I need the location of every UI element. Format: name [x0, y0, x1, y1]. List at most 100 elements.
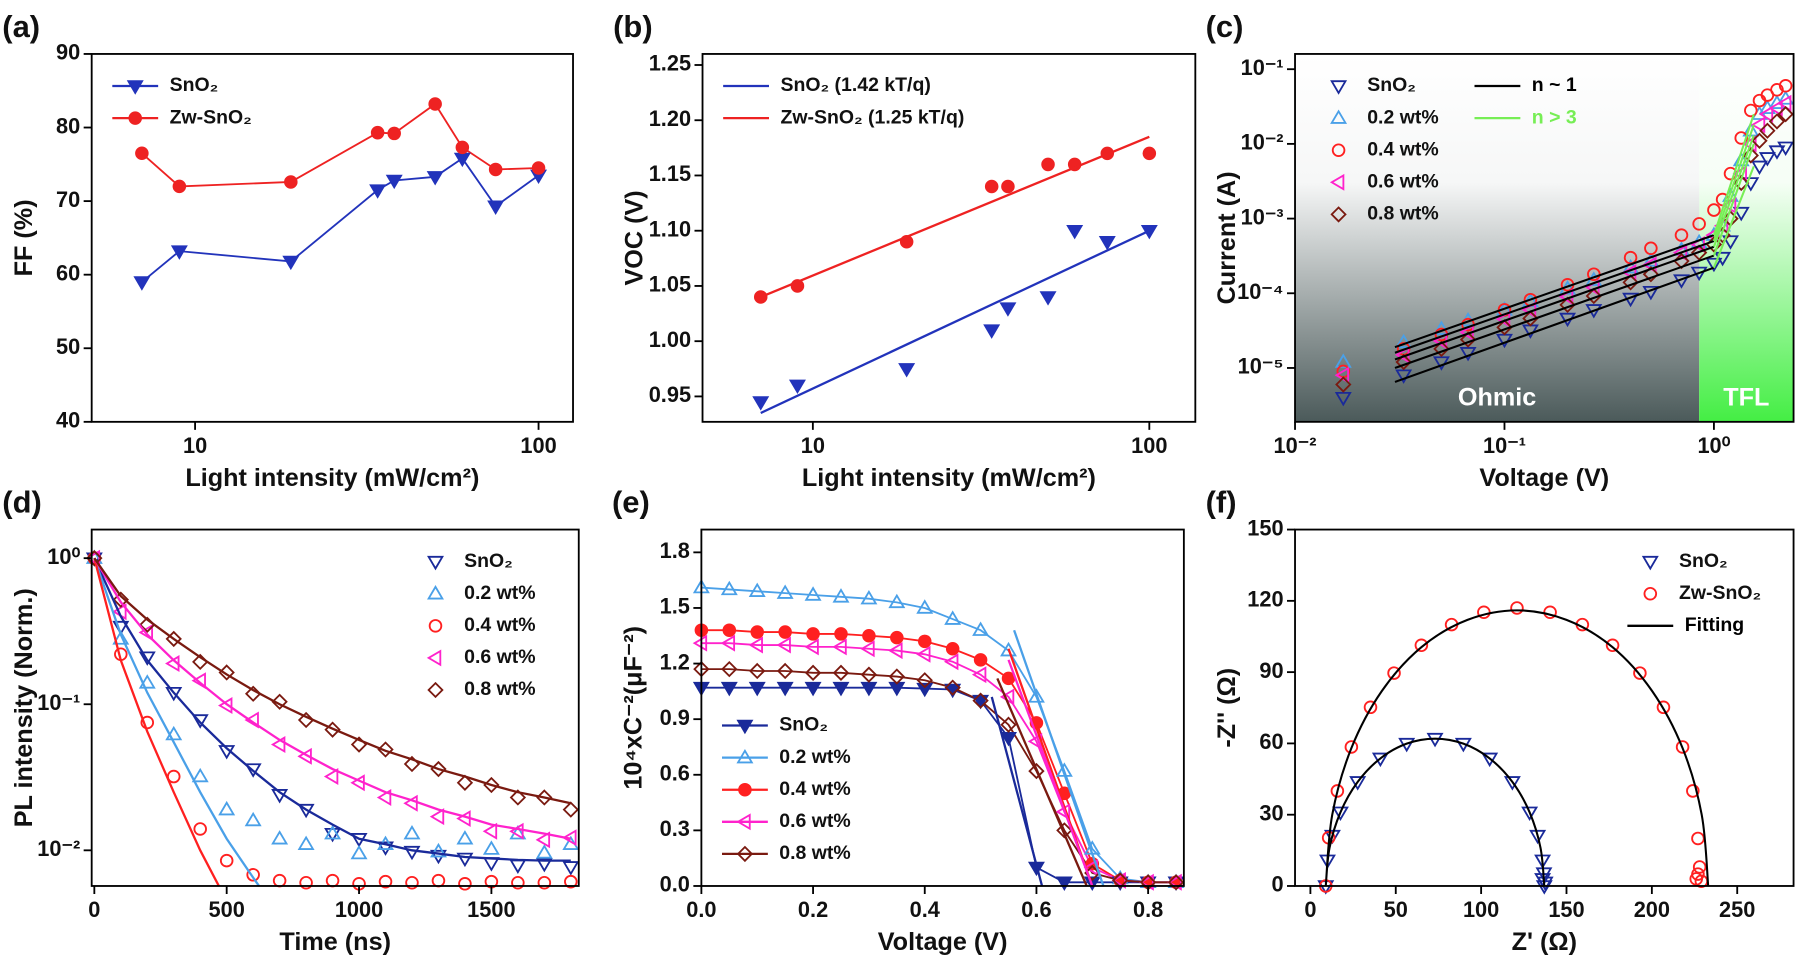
- marker: [1395, 333, 1413, 349]
- panel-label: (c): [1206, 9, 1244, 44]
- marker: [535, 831, 551, 849]
- marker: [945, 641, 960, 656]
- y-tick-label: 80: [56, 113, 80, 138]
- fits: [93, 557, 572, 886]
- y-tick-label: 0.6: [660, 761, 690, 786]
- fit-line: [93, 557, 261, 886]
- y-tick-label: 10⁻²: [37, 836, 80, 861]
- y-axis-title: VOC (V): [621, 190, 649, 285]
- marker: [1000, 641, 1017, 657]
- panel-label: (e): [612, 485, 650, 520]
- marker: [1705, 257, 1723, 273]
- marker: [246, 868, 260, 882]
- marker: [1334, 391, 1352, 407]
- marker: [778, 625, 792, 639]
- x-axis-title: Time (ns): [279, 928, 391, 956]
- marker: [297, 835, 315, 851]
- y-axis-title: Current (A): [1213, 171, 1241, 304]
- marker: [776, 584, 794, 599]
- legend-marker: [1331, 143, 1346, 157]
- marker: [1642, 252, 1660, 267]
- legend-marker: [736, 748, 754, 764]
- marker: [509, 789, 527, 806]
- fits: [1394, 113, 1755, 383]
- marker: [535, 844, 553, 859]
- legend-label: 0.4 wt%: [1367, 138, 1438, 160]
- marker: [1776, 94, 1792, 112]
- y-tick-label: 60: [56, 260, 80, 285]
- marker: [1758, 105, 1774, 123]
- x-tick-label: 250: [1719, 897, 1755, 922]
- marker: [138, 623, 154, 641]
- marker: [1142, 146, 1157, 161]
- x-axis-title: Z' (Ω): [1512, 928, 1577, 956]
- marker: [1112, 872, 1129, 889]
- marker: [272, 873, 287, 888]
- marker: [350, 844, 368, 860]
- marker: [488, 162, 503, 177]
- marker: [748, 582, 766, 598]
- marker: [112, 591, 129, 608]
- marker: [1605, 638, 1620, 653]
- marker: [860, 590, 878, 605]
- y-axis-title: PL intensity (Norm.): [10, 588, 38, 827]
- marker: [776, 662, 794, 680]
- plot-frame: [90, 53, 574, 423]
- marker: [1395, 369, 1413, 384]
- legend-label: SnO₂: [779, 714, 828, 736]
- marker: [1633, 666, 1647, 680]
- marker: [1098, 236, 1116, 251]
- marker: [299, 875, 313, 890]
- marker: [890, 630, 904, 645]
- y-tick-label: 1.05: [649, 272, 691, 297]
- marker: [888, 668, 906, 685]
- marker: [1335, 376, 1352, 393]
- fit-line: [93, 557, 571, 862]
- legend-label: 0.4 wt%: [464, 614, 535, 636]
- x-tick-label: 10: [183, 433, 207, 458]
- marker: [1777, 105, 1794, 123]
- y-tick-label: 40: [56, 408, 80, 433]
- fit-line: [1007, 659, 1094, 886]
- panel: 0 50 100 150 200 250 0 30 60 90 120 150 Z' (Ω) -Z'' (…: [1206, 485, 1795, 956]
- y-tick-label: 10⁻⁴: [1237, 279, 1283, 304]
- marker: [1722, 235, 1739, 250]
- x-tick-label: 10⁻²: [1274, 433, 1317, 458]
- marker: [135, 146, 149, 161]
- marker: [1750, 116, 1766, 134]
- legend-marker: [736, 813, 751, 831]
- markers: [85, 549, 580, 891]
- marker: [832, 681, 850, 697]
- plot-frame: [700, 528, 1185, 887]
- marker: [832, 664, 850, 682]
- marker: [86, 550, 103, 567]
- y-tick-label: 1.5: [660, 594, 690, 619]
- x-tick-label: 0.6: [1021, 897, 1051, 922]
- legend-label: SnO₂: [1679, 550, 1728, 572]
- marker: [1039, 291, 1057, 306]
- marker: [453, 152, 471, 168]
- marker: [1481, 752, 1499, 768]
- x-tick-label: 10: [801, 433, 825, 458]
- marker: [1330, 784, 1345, 798]
- legend-label: Zw-SnO₂: [170, 106, 252, 128]
- marker: [1768, 113, 1786, 130]
- panel: 0.0 0.2 0.4 0.6 0.8 0.0 0.3 0.6 0.9 1.2 1.5 1.8 Volt…: [612, 485, 1185, 956]
- legend-label: 0.8 wt%: [464, 678, 535, 700]
- marker: [916, 682, 934, 698]
- marker: [898, 363, 916, 378]
- marker: [537, 875, 552, 890]
- y-tick-label: 1.20: [649, 106, 691, 131]
- panel-label: (a): [2, 9, 40, 44]
- legend-label: Fitting: [1685, 614, 1744, 636]
- marker: [1642, 285, 1660, 301]
- region-label: Ohmic: [1458, 384, 1536, 412]
- panel: 10 100 40 50 60 70 80 90 Light intensity (mW/cm²…: [2, 9, 574, 492]
- marker: [832, 638, 847, 656]
- marker: [1692, 860, 1707, 874]
- legend-marker: [126, 80, 144, 95]
- marker: [429, 842, 447, 858]
- marker: [482, 857, 500, 872]
- lines: [701, 586, 1177, 884]
- x-tick-label: 100: [520, 433, 556, 458]
